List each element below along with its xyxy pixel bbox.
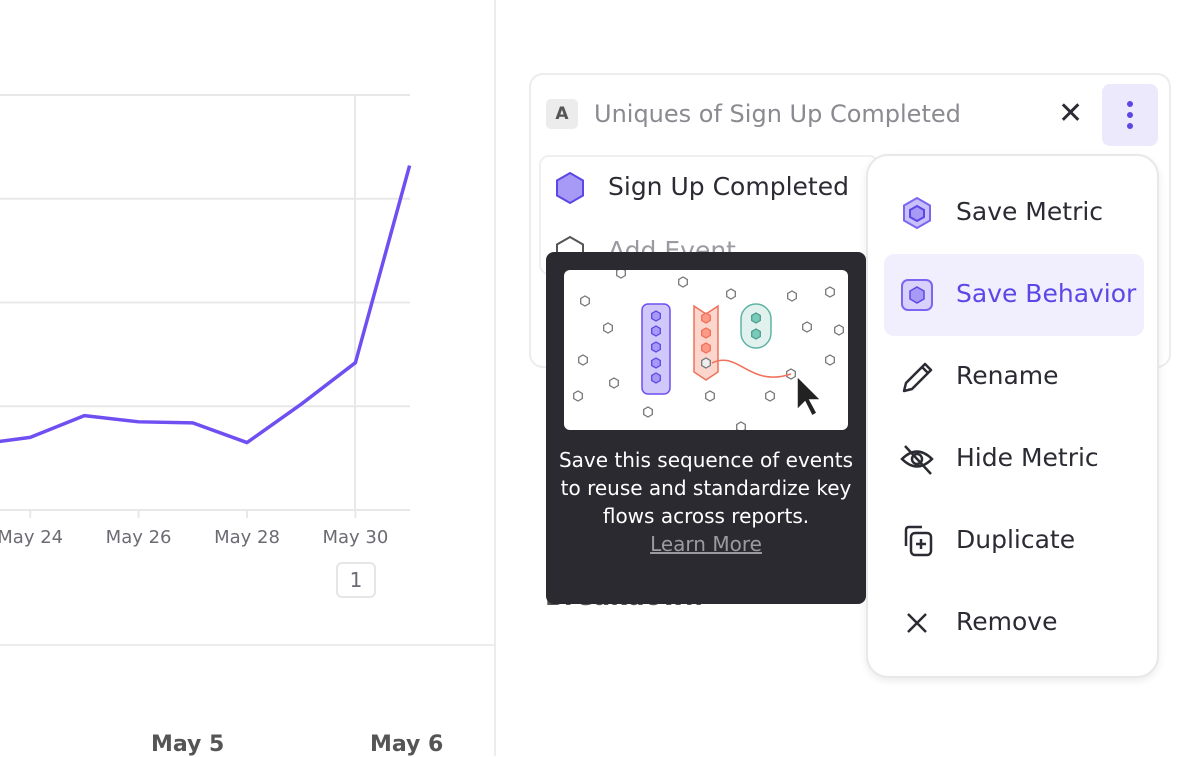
hexagon-shape <box>705 390 715 402</box>
hexagon-shape <box>578 354 588 366</box>
series-line <box>0 165 412 445</box>
close-icon <box>907 613 927 633</box>
illustration-shape <box>740 303 772 349</box>
menu-item-label: Hide Metric <box>956 443 1099 472</box>
eye-off-icon <box>900 445 934 475</box>
bottom-axis-label: May 5 <box>151 732 225 757</box>
hexagon-shape <box>678 276 688 288</box>
menu-item-rename[interactable]: Rename <box>884 336 1144 418</box>
hexagon-shape <box>736 421 746 430</box>
annotation-badge[interactable]: 1 <box>336 562 376 598</box>
x-tick-label: May 24 <box>0 527 63 548</box>
learn-more-link[interactable]: Learn More <box>650 532 762 556</box>
line-chart: May 24 May 26 May 28 May 30 <box>0 94 412 548</box>
hexagon-icon <box>556 171 584 205</box>
illustration-shape <box>711 359 792 378</box>
hexagon-shape <box>651 341 661 353</box>
menu-item-hide-metric[interactable]: Hide Metric <box>884 418 1144 500</box>
hexagon-shape <box>802 321 812 333</box>
hexagon-shape <box>580 295 590 307</box>
hexagon-shape <box>751 328 761 340</box>
hexagon-shape <box>643 406 653 418</box>
hexagon-shape <box>751 312 761 324</box>
close-icon[interactable]: ✕ <box>1058 96 1084 131</box>
menu-item-save-behavior[interactable]: Save Behavior <box>884 254 1144 336</box>
hexagon-shape <box>651 357 661 369</box>
x-tick-label: May 28 <box>214 527 280 548</box>
x-tick-label: May 30 <box>322 527 388 548</box>
hexagon-shape <box>825 286 835 298</box>
bottom-axis-label: May 6 <box>370 732 444 757</box>
hexagon-shape <box>616 270 626 279</box>
hexagon-icon <box>903 196 931 230</box>
menu-item-duplicate[interactable]: Duplicate <box>884 500 1144 582</box>
hexagon-shape <box>825 354 835 366</box>
hexagon-shape <box>726 288 736 300</box>
tooltip-text: Save this sequence of events to reuse an… <box>558 448 854 528</box>
behavior-illustration <box>564 270 848 430</box>
menu-item-label: Save Metric <box>956 197 1104 226</box>
hexagon-shape <box>573 390 583 402</box>
menu-item-label: Remove <box>956 607 1058 636</box>
hexagon-shape <box>651 372 661 384</box>
hexagon-shape <box>651 310 661 322</box>
hexagon-shape <box>651 325 661 337</box>
section-divider <box>0 644 494 646</box>
more-options-button[interactable] <box>1102 84 1158 146</box>
save-behavior-tooltip: Save this sequence of events to reuse an… <box>546 252 878 604</box>
hexagon-shape <box>787 290 797 302</box>
menu-item-label: Save Behavior <box>956 279 1137 308</box>
metric-letter-badge: A <box>546 99 578 129</box>
hexagon-shape <box>765 390 775 402</box>
panel-divider <box>494 0 496 756</box>
duplicate-icon <box>904 525 933 557</box>
metric-options-menu: Save Metric Save Behavior Rename Hide Me… <box>866 154 1159 678</box>
menu-item-remove[interactable]: Remove <box>884 582 1144 664</box>
menu-item-label: Rename <box>956 361 1059 390</box>
hexagon-shape <box>603 322 613 334</box>
hexagon-shape <box>701 357 711 369</box>
illustration-shape <box>796 374 823 418</box>
hexagon-shape <box>834 324 844 336</box>
menu-item-save-metric[interactable]: Save Metric <box>884 172 1144 254</box>
behavior-icon <box>901 279 933 311</box>
metric-title[interactable]: Uniques of Sign Up Completed <box>594 100 961 128</box>
hexagon-shape <box>701 342 711 354</box>
event-name[interactable]: Sign Up Completed <box>608 172 849 201</box>
hexagon-shape <box>701 327 711 339</box>
menu-item-label: Duplicate <box>956 525 1076 554</box>
hexagon-shape <box>609 377 619 389</box>
pencil-icon <box>902 362 933 393</box>
hexagon-shape <box>701 312 711 324</box>
x-tick-label: May 26 <box>106 527 172 548</box>
